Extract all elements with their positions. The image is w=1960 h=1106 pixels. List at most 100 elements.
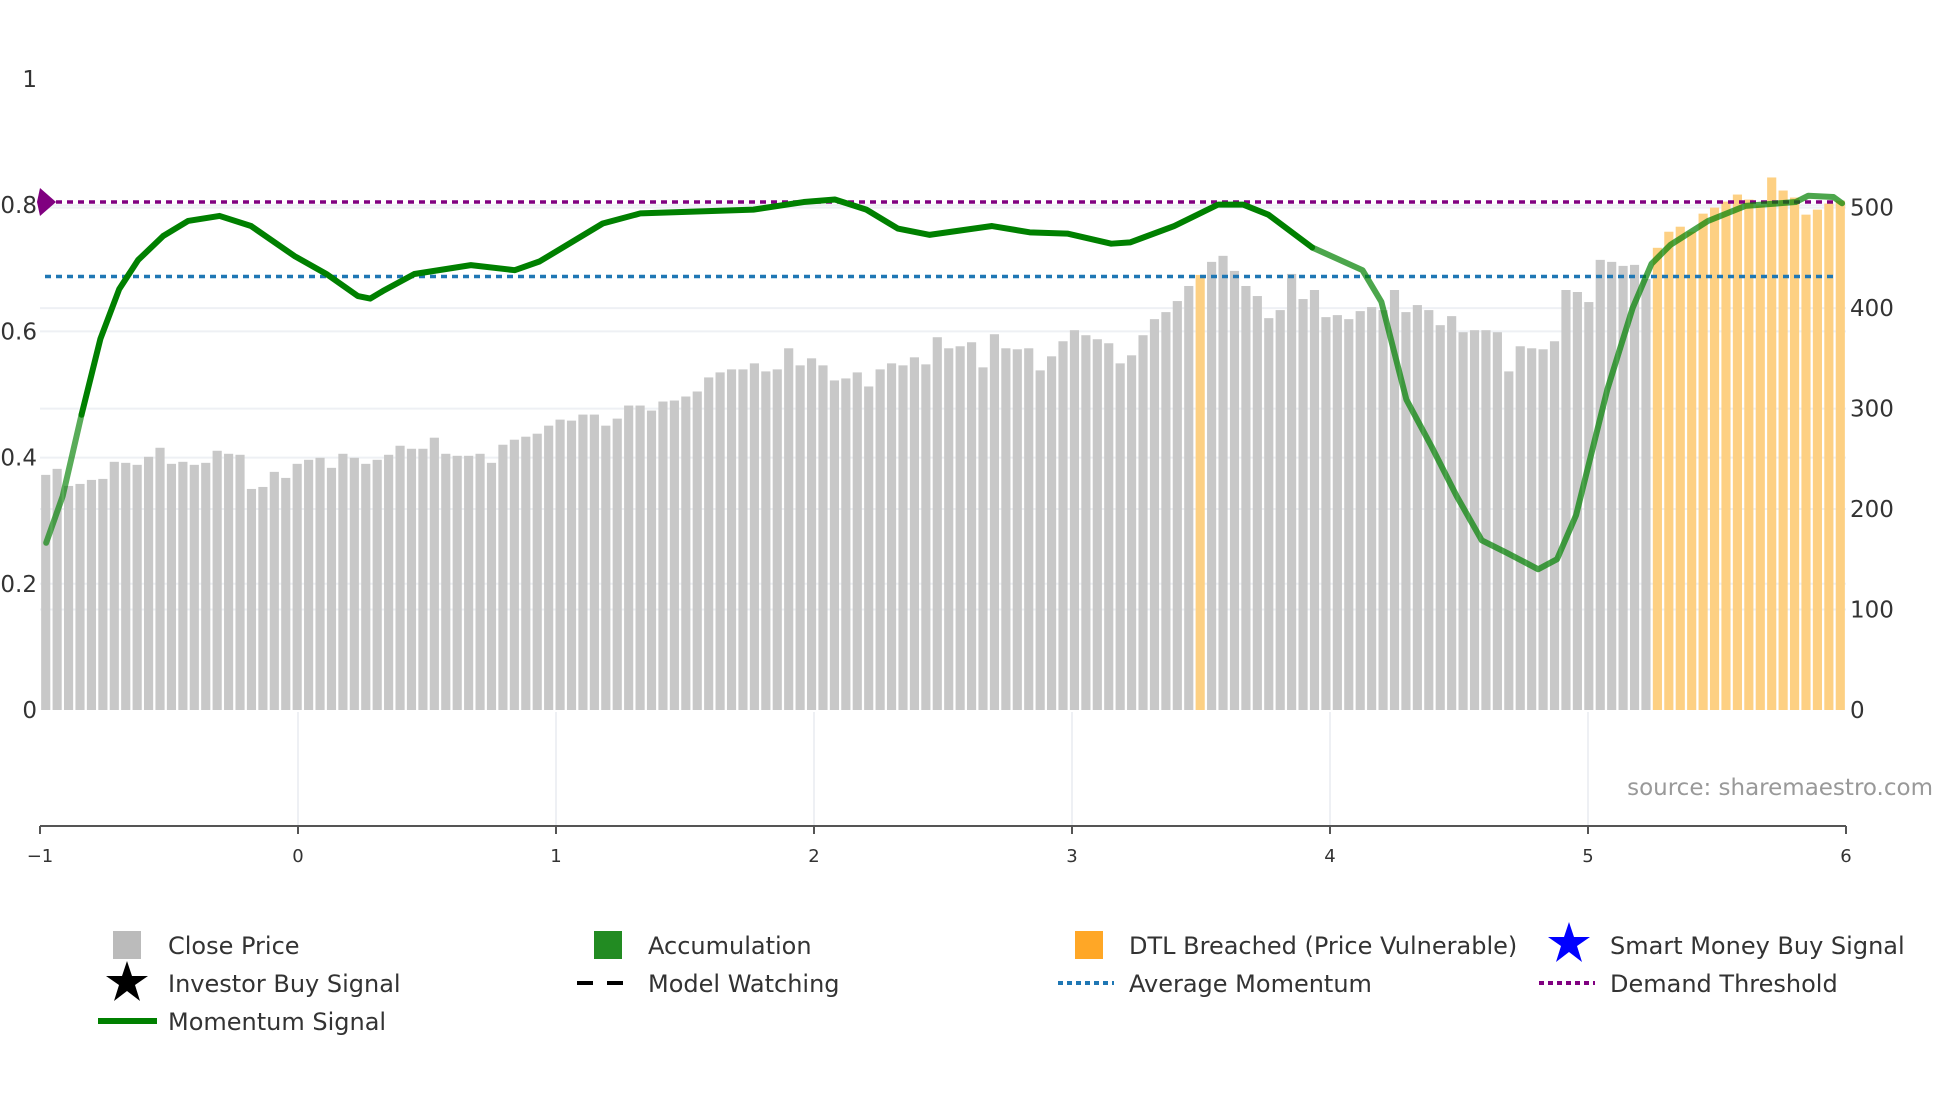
- y-left-tick-label: 0.4: [0, 446, 37, 472]
- legend-item-smart-money[interactable]: Smart Money Buy Signal: [1548, 922, 1905, 962]
- close-price-bar: [384, 454, 394, 710]
- dtl-breached-bar: [1789, 197, 1800, 710]
- close-price-bar: [1538, 349, 1548, 710]
- dtl-breached-bar: [1835, 200, 1845, 711]
- y-right-tick-label: 0: [1850, 698, 1865, 724]
- y-left-tick-label: 1: [22, 67, 37, 93]
- legend-item-accumulation[interactable]: Accumulation: [594, 931, 812, 960]
- legend-item-momentum-signal[interactable]: Momentum Signal: [98, 1008, 386, 1036]
- close-price-bar: [1435, 325, 1445, 710]
- close-price-bar: [1229, 270, 1240, 710]
- legend-label: Smart Money Buy Signal: [1610, 932, 1905, 960]
- legend-item-close-price[interactable]: Close Price: [113, 931, 300, 960]
- close-price-bar: [1321, 317, 1331, 710]
- legend-label: Average Momentum: [1129, 970, 1372, 998]
- close-price-bar: [1172, 301, 1182, 710]
- dtl-breached-bar: [1709, 207, 1720, 711]
- close-price-bar: [235, 454, 245, 710]
- close-price-bar: [749, 363, 759, 710]
- legend-item-demand-threshold[interactable]: Demand Threshold: [1539, 970, 1838, 998]
- y-left-tick-label: 0.2: [0, 572, 37, 598]
- source-label: source: sharemaestro.com: [1627, 775, 1933, 801]
- close-price-bar: [566, 420, 577, 710]
- close-price-bar: [521, 436, 531, 710]
- close-price-bar: [1469, 330, 1480, 710]
- close-price-bars: [41, 177, 1845, 711]
- close-price-bar: [41, 474, 51, 710]
- x-tick-label: 6: [1840, 846, 1851, 867]
- close-price-bar: [1527, 348, 1537, 710]
- close-price-bar: [681, 396, 691, 710]
- close-price-bar: [1447, 316, 1457, 710]
- x-tick-label: 2: [808, 846, 819, 867]
- close-price-bar: [1549, 341, 1560, 710]
- close-price-bar: [624, 405, 634, 710]
- legend-item-investor-buy[interactable]: Investor Buy Signal: [106, 961, 401, 1001]
- close-price-bar: [646, 410, 657, 710]
- close-price-bar: [875, 369, 885, 710]
- close-price-bar: [64, 485, 74, 710]
- close-price-bar: [772, 369, 782, 710]
- legend-item-dtl-breached[interactable]: DTL Breached (Price Vulnerable): [1075, 931, 1517, 960]
- close-price-bar: [1298, 299, 1308, 710]
- close-price-bar: [1355, 311, 1365, 710]
- close-price-bar: [1081, 335, 1091, 710]
- close-price-bar: [1058, 341, 1068, 710]
- close-price-bar: [864, 386, 874, 710]
- legend-item-average-momentum[interactable]: Average Momentum: [1058, 970, 1372, 998]
- close-price-bar: [1287, 273, 1297, 710]
- close-price-bar: [967, 342, 977, 710]
- close-price-bar: [315, 457, 325, 710]
- close-price-bar: [1595, 259, 1605, 710]
- close-price-bar: [1584, 302, 1594, 710]
- close-price-bar: [955, 346, 965, 710]
- dtl-breached-bar: [1812, 209, 1822, 710]
- x-tick-label: 1: [550, 846, 561, 867]
- close-price-bar: [1561, 290, 1571, 710]
- close-price-bar: [989, 334, 1000, 710]
- close-price-bar: [818, 365, 828, 710]
- close-price-bar: [361, 463, 371, 710]
- close-price-bar: [944, 348, 954, 710]
- close-price-bar: [258, 486, 268, 710]
- x-tick-label: 0: [292, 846, 303, 867]
- close-price-bar: [269, 471, 279, 710]
- legend-label: Close Price: [168, 932, 300, 960]
- y-left-tick-label: 0.6: [0, 319, 37, 345]
- close-price-bar: [726, 369, 737, 710]
- close-price-bar: [441, 453, 451, 710]
- x-tick-label: 3: [1066, 846, 1077, 867]
- close-price-bar: [1641, 278, 1651, 710]
- close-price-bar: [281, 477, 291, 710]
- indicator-lines: [37, 188, 1846, 573]
- close-price-bar: [1092, 339, 1102, 710]
- close-price-bar: [1492, 332, 1502, 710]
- dtl-breached-bar: [1744, 199, 1754, 710]
- close-price-bar: [1012, 349, 1022, 710]
- close-price-bar: [1241, 285, 1251, 710]
- close-price-bar: [532, 433, 542, 710]
- close-price-bar: [932, 337, 942, 710]
- close-price-bar: [841, 378, 851, 710]
- dtl-breached-bar: [1801, 214, 1811, 710]
- close-price-bar: [1378, 310, 1388, 710]
- close-price-bar: [1115, 363, 1125, 710]
- close-price-bar: [1138, 335, 1148, 710]
- close-price-bar: [1035, 370, 1045, 710]
- legend-label: Demand Threshold: [1610, 970, 1838, 998]
- close-price-bar: [86, 479, 97, 710]
- close-price-bar: [189, 464, 199, 710]
- close-price-bar: [1309, 290, 1320, 710]
- close-price-bar: [886, 363, 897, 710]
- close-price-bar: [852, 372, 862, 710]
- x-tick-label: 5: [1582, 846, 1593, 867]
- y-left-tick-label: 0: [22, 698, 37, 724]
- close-price-bar: [1047, 356, 1057, 710]
- close-price-bar: [292, 463, 302, 710]
- blue-star-icon: [1548, 922, 1590, 962]
- legend-item-model-watching[interactable]: Model Watching: [577, 970, 840, 998]
- close-price-bar: [224, 453, 234, 710]
- close-price-bar: [921, 364, 931, 710]
- legend: Close Price Accumulation DTL Breached (P…: [98, 922, 1905, 1036]
- close-price-bar: [704, 377, 714, 710]
